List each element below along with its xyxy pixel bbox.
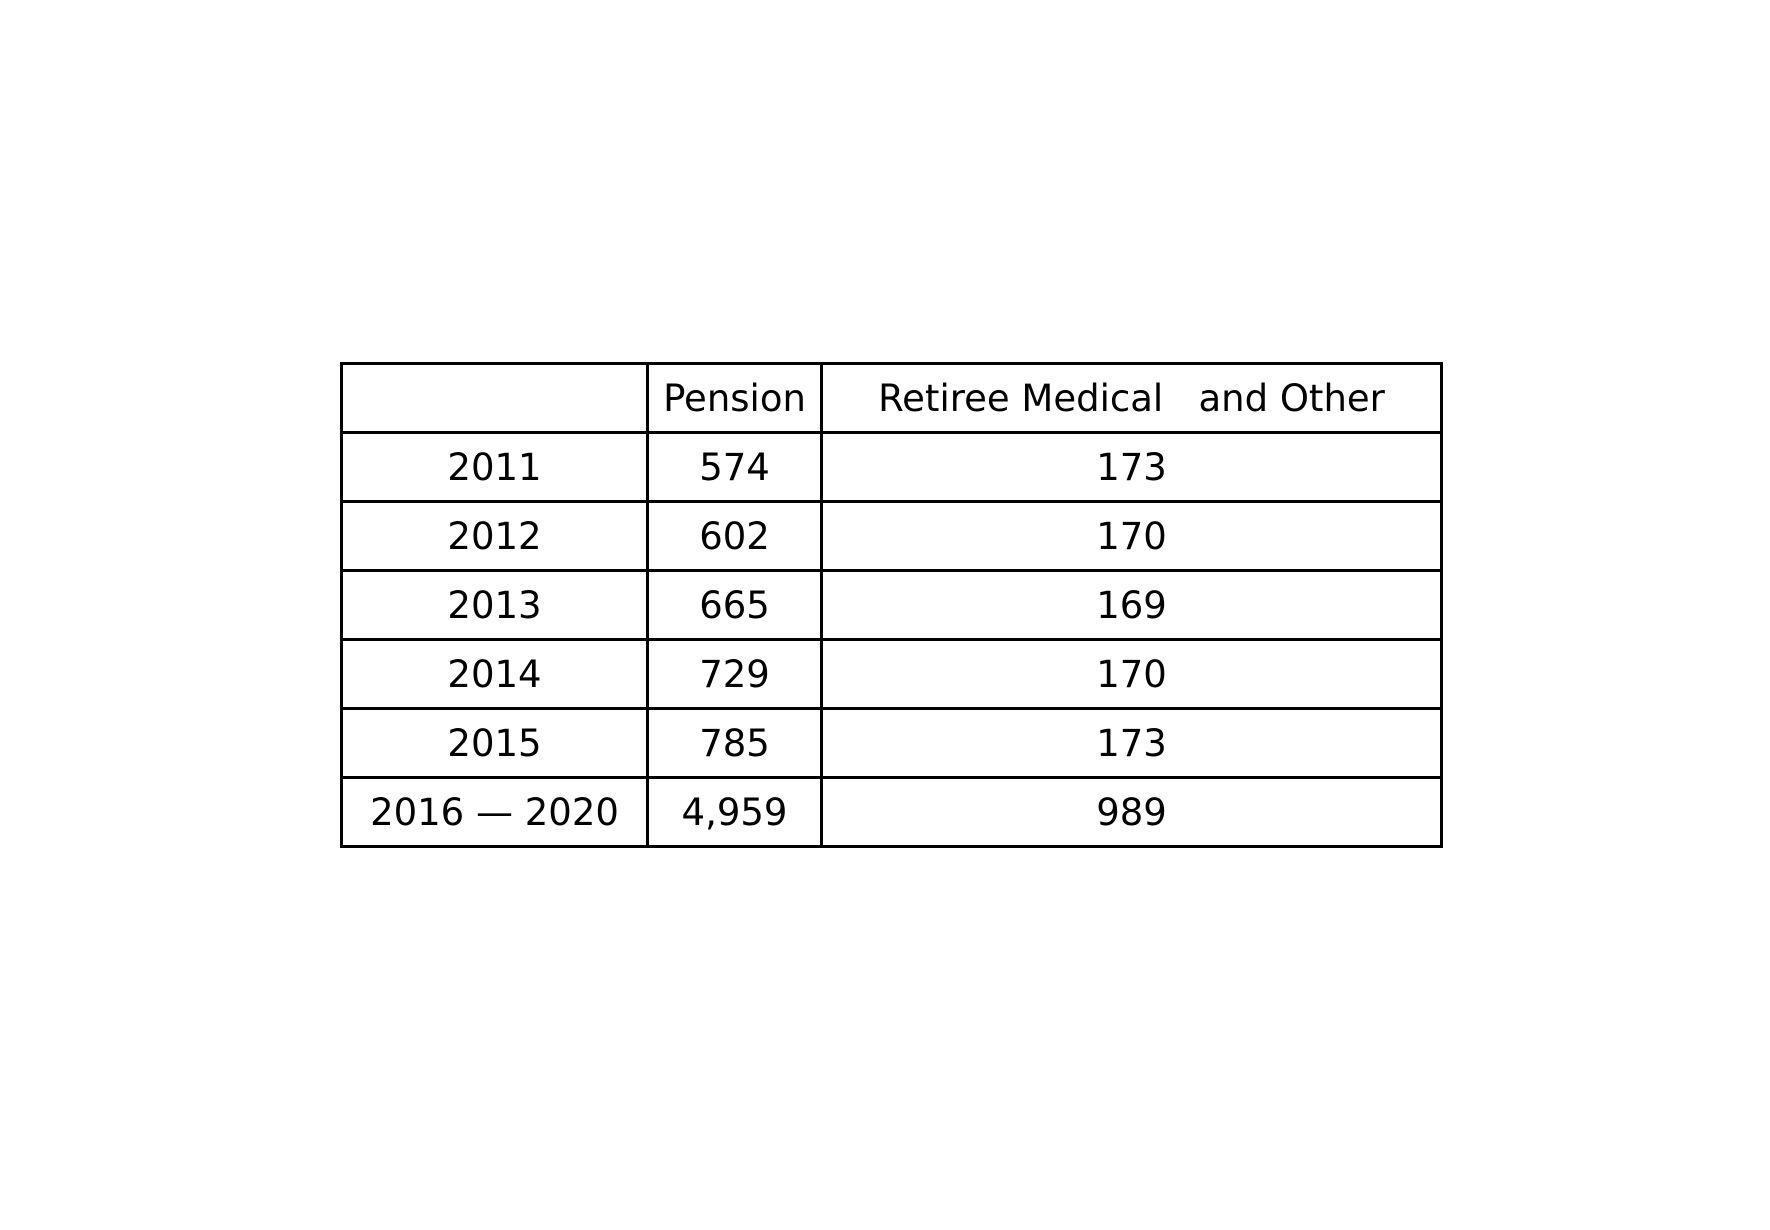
header-cell-pension: Pension xyxy=(646,362,823,434)
cell-period: 2015 xyxy=(340,707,649,779)
cell-retiree-medical: 170 xyxy=(820,638,1443,710)
table-row: 2015 785 173 xyxy=(340,707,1443,779)
table-row: 2016 — 2020 4,959 989 xyxy=(340,776,1443,848)
header-cell-period xyxy=(340,362,649,434)
cell-period: 2016 — 2020 xyxy=(340,776,649,848)
cell-pension: 729 xyxy=(646,638,823,710)
cell-period: 2012 xyxy=(340,500,649,572)
cell-period: 2014 xyxy=(340,638,649,710)
cell-pension: 4,959 xyxy=(646,776,823,848)
cell-period: 2011 xyxy=(340,431,649,503)
cell-pension: 665 xyxy=(646,569,823,641)
cell-pension: 574 xyxy=(646,431,823,503)
cell-retiree-medical: 989 xyxy=(820,776,1443,848)
table-header-row: Pension Retiree Medical and Other xyxy=(340,362,1443,434)
table-row: 2011 574 173 xyxy=(340,431,1443,503)
header-cell-retiree-medical: Retiree Medical and Other xyxy=(820,362,1443,434)
cell-period: 2013 xyxy=(340,569,649,641)
data-table-container: Pension Retiree Medical and Other 2011 5… xyxy=(340,362,1443,848)
table-row: 2013 665 169 xyxy=(340,569,1443,641)
table-row: 2012 602 170 xyxy=(340,500,1443,572)
cell-pension: 785 xyxy=(646,707,823,779)
cell-retiree-medical: 170 xyxy=(820,500,1443,572)
cell-retiree-medical: 169 xyxy=(820,569,1443,641)
table-row: 2014 729 170 xyxy=(340,638,1443,710)
cell-retiree-medical: 173 xyxy=(820,431,1443,503)
cell-retiree-medical: 173 xyxy=(820,707,1443,779)
cell-pension: 602 xyxy=(646,500,823,572)
benefit-payments-table: Pension Retiree Medical and Other 2011 5… xyxy=(340,362,1443,848)
